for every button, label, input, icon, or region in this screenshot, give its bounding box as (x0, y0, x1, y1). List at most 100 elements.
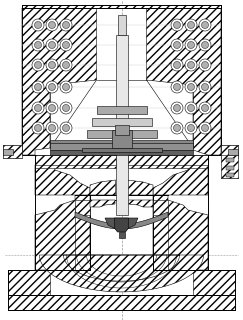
Polygon shape (221, 145, 238, 158)
Circle shape (35, 21, 42, 28)
Bar (226, 158, 234, 162)
Circle shape (188, 21, 194, 28)
Circle shape (199, 59, 211, 71)
Circle shape (46, 81, 58, 93)
Circle shape (199, 19, 211, 31)
Circle shape (62, 105, 69, 111)
Bar (226, 173, 234, 177)
Polygon shape (50, 143, 193, 150)
Polygon shape (90, 180, 115, 195)
Circle shape (35, 61, 42, 68)
Circle shape (188, 42, 194, 49)
Circle shape (32, 102, 44, 114)
Circle shape (174, 61, 181, 68)
Circle shape (174, 21, 181, 28)
Circle shape (49, 61, 55, 68)
Circle shape (199, 39, 211, 51)
Polygon shape (22, 5, 221, 8)
Circle shape (60, 39, 72, 51)
Circle shape (201, 124, 208, 132)
Circle shape (199, 102, 211, 114)
Circle shape (188, 61, 194, 68)
Circle shape (174, 124, 181, 132)
Polygon shape (128, 200, 153, 207)
Circle shape (201, 84, 208, 91)
Polygon shape (153, 200, 168, 215)
Bar (226, 166, 234, 170)
Circle shape (171, 19, 183, 31)
Polygon shape (75, 200, 90, 215)
Bar (112, 130, 131, 148)
Polygon shape (75, 212, 168, 229)
Circle shape (171, 102, 183, 114)
Circle shape (185, 59, 197, 71)
Circle shape (46, 102, 58, 114)
Circle shape (49, 105, 55, 111)
Polygon shape (193, 270, 235, 295)
Circle shape (35, 124, 42, 132)
Bar (115, 35, 128, 215)
Circle shape (60, 19, 72, 31)
Polygon shape (128, 155, 208, 168)
Circle shape (171, 81, 183, 93)
Circle shape (32, 122, 44, 134)
Bar (118, 15, 125, 35)
Circle shape (185, 122, 197, 134)
Circle shape (174, 105, 181, 111)
Circle shape (32, 81, 44, 93)
Circle shape (62, 124, 69, 132)
Polygon shape (35, 155, 115, 168)
Circle shape (49, 84, 55, 91)
Circle shape (49, 21, 55, 28)
Circle shape (49, 42, 55, 49)
Polygon shape (147, 8, 221, 155)
Circle shape (201, 105, 208, 111)
Circle shape (46, 59, 58, 71)
Polygon shape (8, 295, 235, 310)
Polygon shape (128, 180, 153, 195)
Polygon shape (22, 8, 96, 155)
Polygon shape (105, 218, 138, 230)
Circle shape (49, 124, 55, 132)
Circle shape (201, 21, 208, 28)
Circle shape (32, 59, 44, 71)
Circle shape (171, 122, 183, 134)
Circle shape (46, 19, 58, 31)
Bar (114, 125, 129, 135)
Circle shape (35, 42, 42, 49)
Bar (3, 149, 13, 155)
Circle shape (60, 122, 72, 134)
Polygon shape (153, 195, 208, 270)
Polygon shape (40, 255, 203, 292)
Circle shape (174, 84, 181, 91)
Circle shape (188, 124, 194, 132)
Circle shape (60, 81, 72, 93)
Circle shape (62, 42, 69, 49)
Circle shape (62, 84, 69, 91)
Circle shape (188, 84, 194, 91)
Circle shape (62, 61, 69, 68)
Polygon shape (50, 140, 193, 148)
Circle shape (60, 102, 72, 114)
Polygon shape (35, 165, 90, 195)
Circle shape (171, 39, 183, 51)
Polygon shape (90, 200, 115, 207)
Circle shape (185, 81, 197, 93)
Polygon shape (153, 165, 208, 195)
Polygon shape (114, 218, 129, 232)
Circle shape (60, 59, 72, 71)
Circle shape (201, 42, 208, 49)
Circle shape (62, 21, 69, 28)
Polygon shape (96, 106, 147, 114)
Polygon shape (8, 270, 50, 295)
Circle shape (32, 39, 44, 51)
Polygon shape (3, 145, 22, 158)
Circle shape (185, 102, 197, 114)
Polygon shape (81, 148, 162, 152)
Polygon shape (119, 232, 124, 238)
Circle shape (185, 39, 197, 51)
Circle shape (199, 81, 211, 93)
Polygon shape (92, 118, 151, 126)
Circle shape (199, 122, 211, 134)
Circle shape (188, 105, 194, 111)
